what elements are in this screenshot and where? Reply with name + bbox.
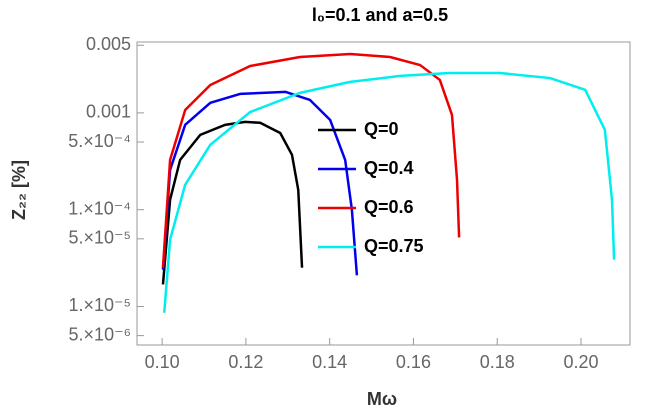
x-tick-label: 0.20 — [563, 352, 598, 372]
y-tick-label: 1.×10⁻⁵ — [68, 295, 131, 315]
legend-label: Q=0 — [364, 119, 399, 139]
x-tick-label: 0.12 — [228, 352, 263, 372]
series-line — [162, 71, 616, 313]
legend-label: Q=0.6 — [364, 197, 414, 217]
y-tick-label: 5.×10⁻⁵ — [68, 228, 131, 248]
x-axis-label: Mω — [367, 389, 397, 409]
legend-label: Q=0.4 — [364, 158, 414, 178]
plot-frame — [136, 41, 631, 346]
x-tick-label: 0.18 — [480, 352, 515, 372]
series-line — [161, 120, 304, 285]
y-tick-label: 5.×10⁻⁶ — [69, 324, 131, 344]
y-axis-label: Z₂₂ [%] — [9, 160, 29, 220]
chart-title: l₀=0.1 and a=0.5 — [312, 5, 448, 25]
legend-label: Q=0.75 — [364, 236, 424, 256]
y-tick-label: 1.×10⁻⁴ — [68, 198, 131, 218]
series-line — [161, 52, 461, 268]
series-line — [161, 90, 359, 276]
y-tick-label: 5.×10⁻⁴ — [68, 131, 131, 151]
y-tick-label: 0.001 — [86, 102, 131, 122]
x-tick-label: 0.14 — [312, 352, 347, 372]
x-tick-label: 0.16 — [396, 352, 431, 372]
x-tick-label: 0.10 — [145, 352, 180, 372]
y-tick-label: 0.005 — [86, 34, 131, 54]
